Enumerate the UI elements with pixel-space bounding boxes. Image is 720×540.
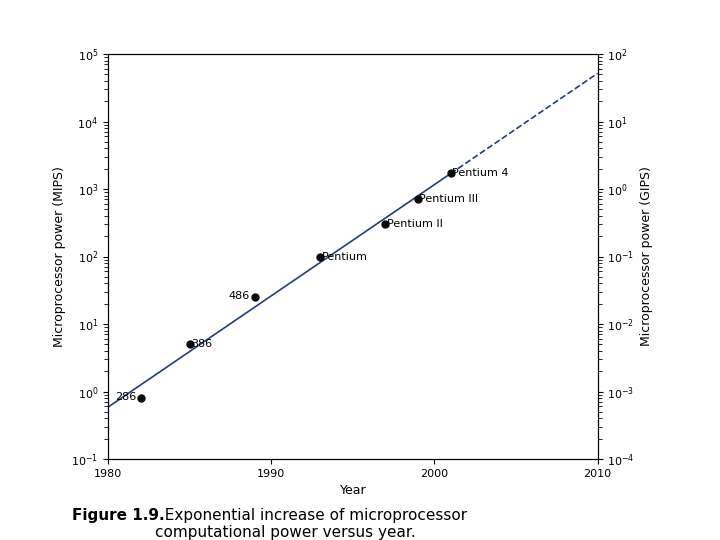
Text: 486: 486 bbox=[228, 292, 249, 301]
Text: Exponential increase of microprocessor
computational power versus year.: Exponential increase of microprocessor c… bbox=[155, 508, 467, 540]
Text: Pentium 4: Pentium 4 bbox=[452, 168, 508, 178]
Text: Figure 1.9.: Figure 1.9. bbox=[72, 508, 165, 523]
Text: 286: 286 bbox=[115, 393, 137, 402]
Text: 386: 386 bbox=[191, 339, 212, 349]
Text: Pentium III: Pentium III bbox=[420, 194, 479, 205]
X-axis label: Year: Year bbox=[340, 484, 366, 497]
Y-axis label: Microprocessor power (GIPS): Microprocessor power (GIPS) bbox=[640, 166, 653, 347]
Text: Pentium: Pentium bbox=[322, 252, 367, 261]
Text: Pentium II: Pentium II bbox=[387, 219, 443, 230]
Y-axis label: Microprocessor power (MIPS): Microprocessor power (MIPS) bbox=[53, 166, 66, 347]
